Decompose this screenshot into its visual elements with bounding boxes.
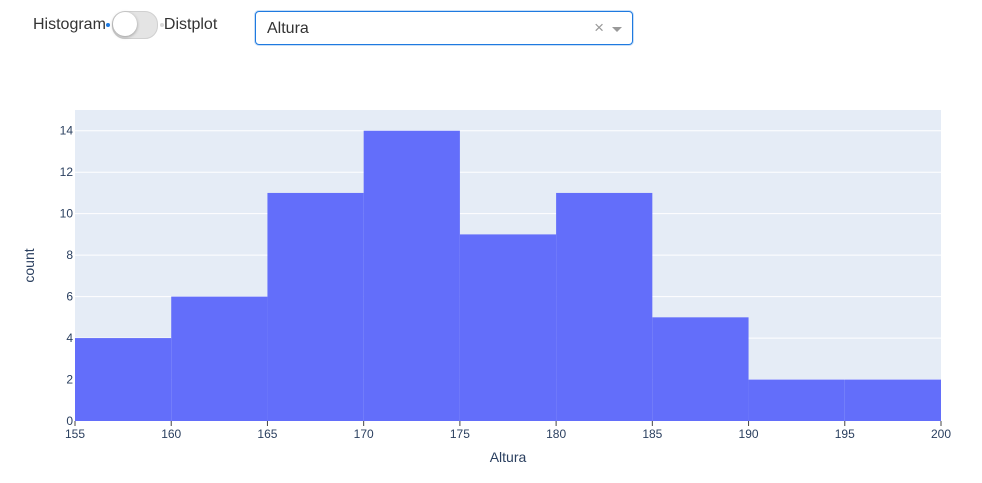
x-tick-label: 175: [450, 427, 470, 441]
toggle-right-indicator-icon: [159, 23, 164, 27]
y-tick-label: 4: [66, 331, 73, 345]
x-tick-label: 185: [642, 427, 662, 441]
x-tick-label: 190: [739, 427, 759, 441]
x-axis-title: Altura: [490, 449, 527, 465]
toggle-knob[interactable]: [112, 12, 137, 36]
y-tick-label: 2: [66, 373, 73, 387]
histogram-bar[interactable]: [171, 296, 268, 421]
y-tick-label: 14: [60, 124, 74, 138]
toggle-label-histogram: Histogram: [33, 16, 106, 33]
y-tick-label: 10: [60, 207, 74, 221]
x-tick-label: 195: [835, 427, 855, 441]
toggle-left-indicator-icon: [105, 23, 110, 27]
y-axis-ticks: 0 2 4 6 8 10 12 14: [60, 124, 74, 428]
x-axis-ticks: 155 160 165 170 175 180 185 190 195 200: [65, 421, 951, 441]
histogram-bar[interactable]: [459, 234, 557, 421]
plot-type-toggle-group: Histogram Distplot: [33, 11, 217, 39]
x-tick-label: 160: [161, 427, 181, 441]
clear-icon[interactable]: ×: [594, 18, 604, 37]
y-axis-title: count: [21, 248, 37, 282]
y-tick-label: 12: [60, 165, 74, 179]
histogram-bar[interactable]: [748, 379, 845, 421]
histogram-bar[interactable]: [75, 338, 172, 421]
histogram-bar[interactable]: [844, 379, 941, 421]
histogram-bar[interactable]: [652, 317, 749, 421]
histogram-bar[interactable]: [363, 130, 460, 421]
histogram-bars: [75, 130, 941, 421]
y-tick-label: 8: [66, 248, 73, 262]
histogram-bar[interactable]: [267, 192, 364, 421]
y-tick-label: 0: [66, 414, 73, 428]
x-tick-label: 170: [354, 427, 374, 441]
chevron-down-icon[interactable]: [612, 27, 622, 32]
histogram-bar[interactable]: [556, 192, 653, 421]
x-tick-label: 200: [931, 427, 951, 441]
x-tick-label: 155: [65, 427, 85, 441]
y-tick-label: 6: [66, 290, 73, 304]
x-tick-label: 180: [546, 427, 566, 441]
plot-type-toggle[interactable]: [105, 11, 164, 39]
column-select-dropdown[interactable]: Altura ×: [255, 11, 633, 45]
x-tick-label: 165: [257, 427, 277, 441]
column-select-value: Altura: [267, 20, 309, 37]
toggle-label-distplot: Distplot: [163, 16, 218, 33]
